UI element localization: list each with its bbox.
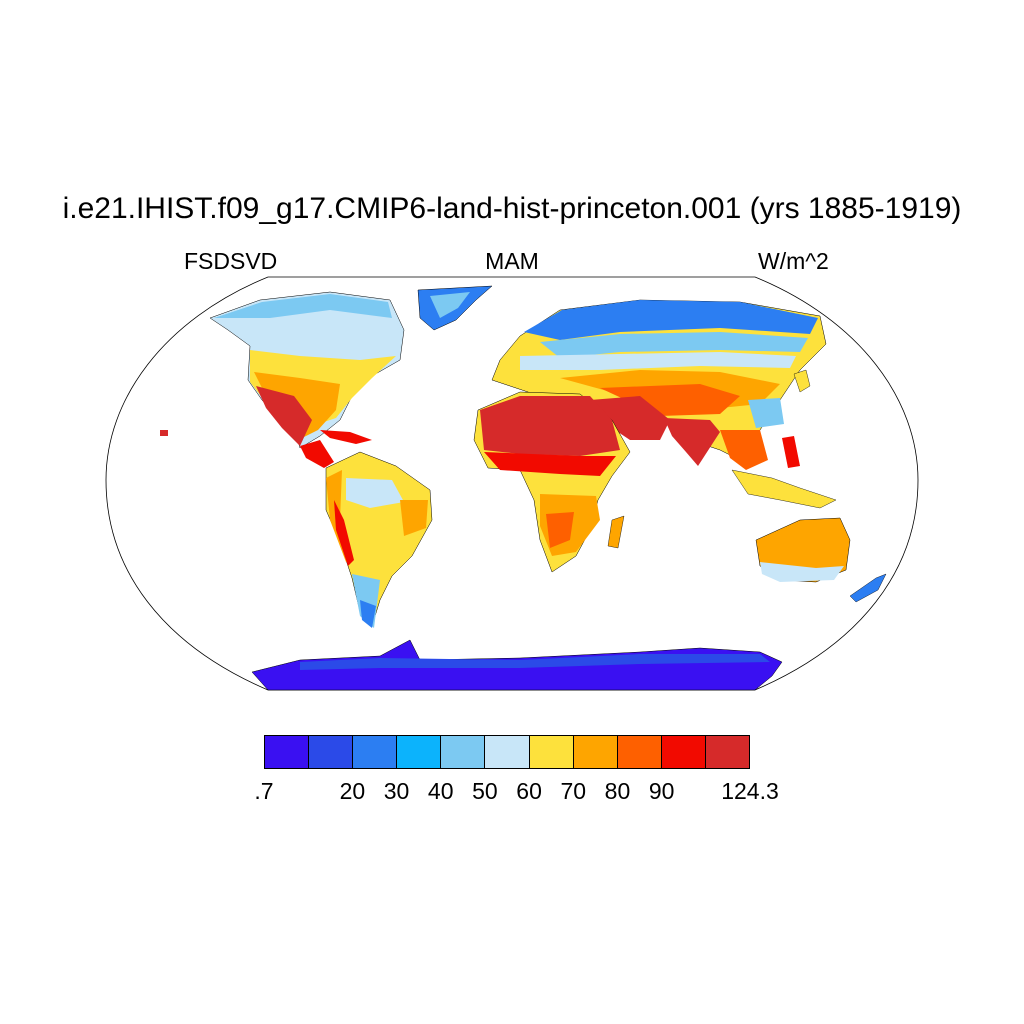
tibet-blue [748, 398, 784, 428]
colorbar-ticks: .7 20 30 40 50 60 70 80 90 124.3 [0, 778, 1024, 808]
colorbar-tick-label: 30 [383, 778, 410, 804]
colorbar-tick-label: 70 [560, 778, 587, 804]
antarctica-edge [300, 654, 770, 670]
india [664, 418, 720, 466]
colorbar-box [353, 736, 398, 768]
eurasia-blue [524, 300, 818, 340]
sa-light [346, 478, 404, 508]
new-zealand [849, 573, 887, 603]
colorbar-tick-label: 60 [516, 778, 542, 804]
sahara [480, 396, 620, 456]
na-red [256, 386, 312, 446]
eurasia-deep [600, 384, 740, 416]
madagascar [607, 515, 625, 549]
colorbar-box [661, 736, 706, 768]
colorbar-box [441, 736, 486, 768]
colorbar-box [265, 736, 310, 768]
colorbar-tick-label: .7 [254, 778, 274, 804]
sa-tip [360, 600, 376, 628]
sahel [484, 452, 616, 476]
colorbar-tick-label: 90 [648, 778, 675, 804]
sa-red-andes [334, 500, 354, 566]
se-asia [720, 430, 768, 470]
eurasia-pale [520, 352, 796, 370]
colorbar-tick-label: 80 [604, 778, 631, 804]
colorbar-box [485, 736, 530, 768]
philippines [782, 436, 800, 468]
middle-east [590, 396, 670, 440]
colorbar-box [529, 736, 574, 768]
africa-red-south [546, 512, 574, 548]
caribbean [320, 430, 372, 444]
colorbar-tick-label: 124.3 [721, 778, 779, 804]
plot-title: i.e21.IHIST.f09_g17.CMIP6-land-hist-prin… [62, 192, 962, 225]
central-america [300, 440, 334, 468]
colorbar-box [617, 736, 662, 768]
colorbar-tick-label: 20 [339, 778, 366, 804]
eurasia-lightblue [540, 332, 808, 358]
colorbar [264, 735, 750, 769]
colorbar-box [573, 736, 618, 768]
variable-label: FSDSVD [184, 248, 278, 274]
colorbar-box [705, 736, 750, 768]
na-blue-north [214, 294, 392, 318]
season-label: MAM [485, 248, 539, 274]
japan [793, 369, 811, 393]
australia-south [760, 562, 844, 582]
greenland-inner [430, 292, 470, 318]
colorbar-box [397, 736, 442, 768]
colorbar-box [309, 736, 354, 768]
indonesia [731, 469, 837, 509]
hawaii [160, 430, 168, 436]
colorbar-tick-label: 40 [427, 778, 454, 804]
colorbar-tick-label: 50 [472, 778, 498, 804]
units-label: W/m^2 [758, 248, 829, 274]
sa-east-orange [400, 500, 428, 536]
